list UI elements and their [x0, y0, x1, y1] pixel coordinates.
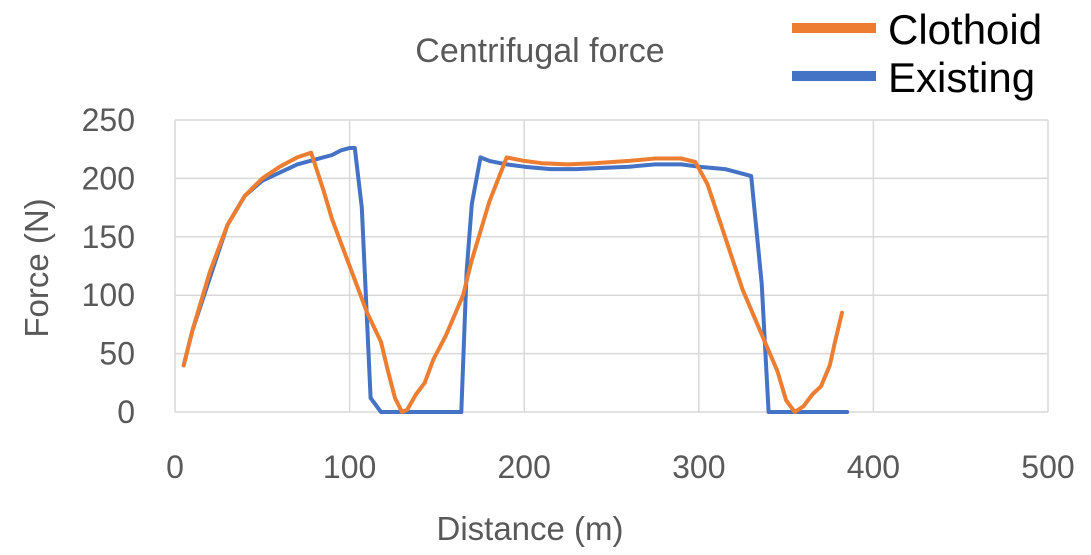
y-tick-label: 50	[99, 336, 135, 372]
x-tick-label: 400	[847, 449, 900, 485]
legend-label-existing: Existing	[888, 54, 1035, 101]
x-tick-label: 500	[1021, 449, 1074, 485]
x-tick-label: 0	[166, 449, 184, 485]
series-lines	[181, 146, 850, 414]
y-tick-labels: 0 50 100 150 200 250	[82, 102, 135, 430]
y-tick-label: 200	[82, 160, 135, 196]
y-tick-label: 100	[82, 277, 135, 313]
y-axis-title: Force (N)	[18, 198, 55, 337]
legend-label-clothoid: Clothoid	[888, 6, 1042, 53]
x-axis-title: Distance (m)	[436, 510, 623, 547]
series-line-clothoid	[181, 150, 844, 414]
y-tick-label: 250	[82, 102, 135, 138]
y-tick-label: 150	[82, 219, 135, 255]
x-tick-label: 100	[323, 449, 376, 485]
x-tick-labels: 0 100 200 300 400 500	[166, 449, 1075, 485]
y-tick-label: 0	[117, 394, 135, 430]
x-tick-label: 300	[672, 449, 725, 485]
chart-title: Centrifugal force	[415, 32, 664, 70]
series-line-existing	[181, 146, 850, 414]
x-tick-label: 200	[498, 449, 551, 485]
